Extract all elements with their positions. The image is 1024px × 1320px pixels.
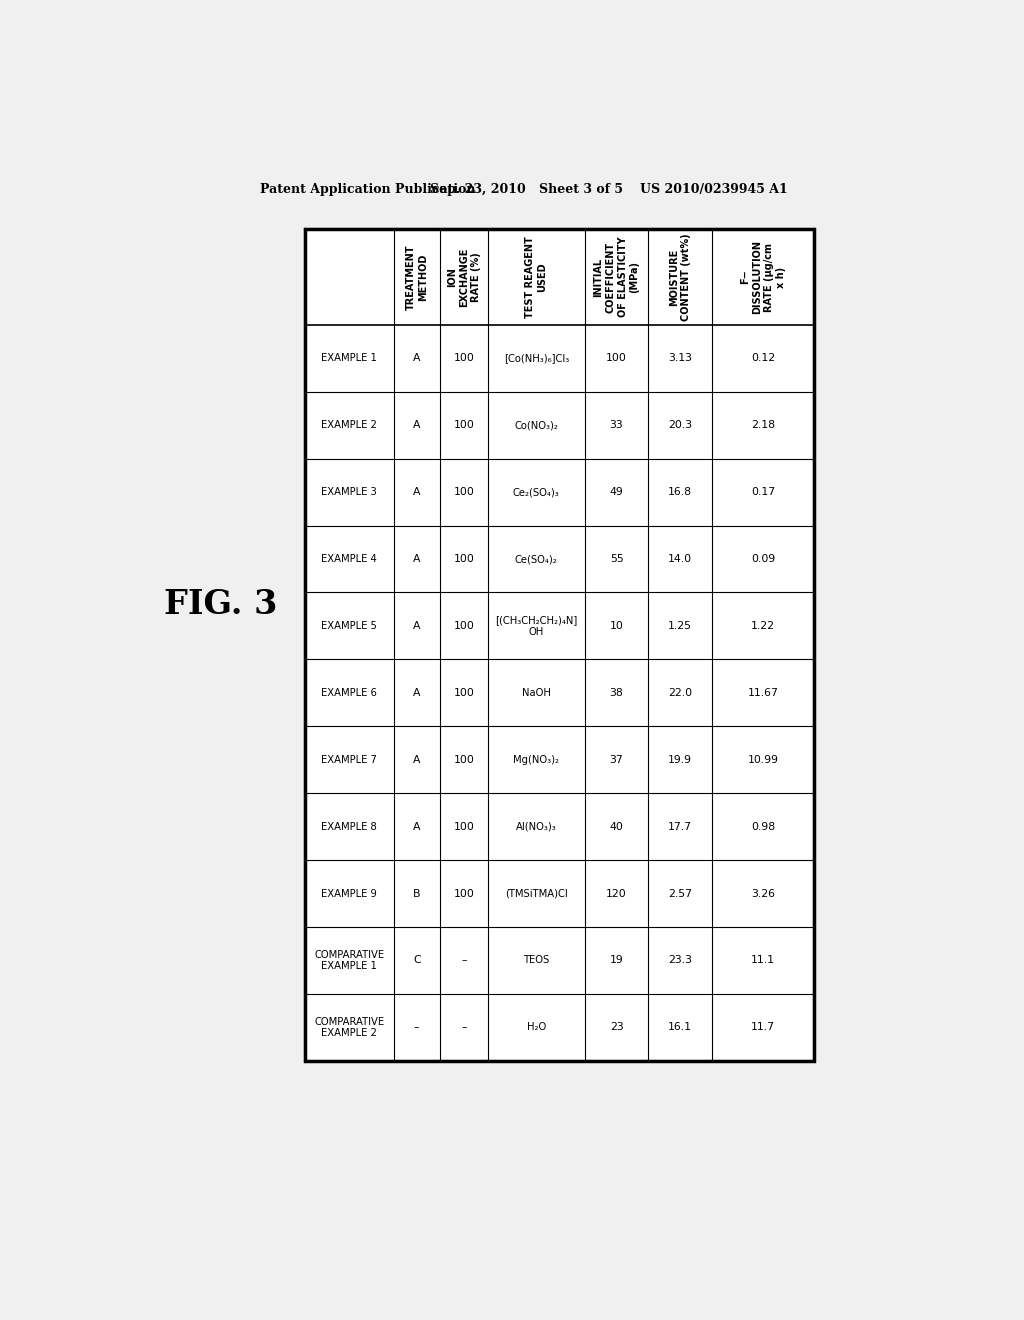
Text: A: A [413, 487, 421, 498]
Text: 33: 33 [609, 420, 624, 430]
Text: 100: 100 [454, 688, 474, 698]
Text: –: – [461, 956, 467, 965]
Text: COMPARATIVE
EXAMPLE 1: COMPARATIVE EXAMPLE 1 [314, 949, 384, 972]
Text: 120: 120 [606, 888, 627, 899]
Text: (TMSiTMA)Cl: (TMSiTMA)Cl [505, 888, 567, 899]
Text: 100: 100 [454, 487, 474, 498]
Text: 10: 10 [609, 620, 624, 631]
Text: EXAMPLE 9: EXAMPLE 9 [322, 888, 377, 899]
Text: 16.1: 16.1 [669, 1023, 692, 1032]
Text: EXAMPLE 3: EXAMPLE 3 [322, 487, 377, 498]
Text: 0.12: 0.12 [751, 354, 775, 363]
Text: A: A [413, 620, 421, 631]
Text: 3.26: 3.26 [751, 888, 775, 899]
Text: F−
DISSOLUTION
RATE (μg/cm
x h): F− DISSOLUTION RATE (μg/cm x h) [740, 240, 786, 314]
Text: 23.3: 23.3 [669, 956, 692, 965]
Text: Al(NO₃)₃: Al(NO₃)₃ [516, 821, 557, 832]
Text: 49: 49 [609, 487, 624, 498]
Text: COMPARATIVE
EXAMPLE 2: COMPARATIVE EXAMPLE 2 [314, 1016, 384, 1039]
Text: EXAMPLE 8: EXAMPLE 8 [322, 821, 377, 832]
Text: A: A [413, 354, 421, 363]
Text: 11.1: 11.1 [751, 956, 775, 965]
Text: 0.09: 0.09 [751, 554, 775, 564]
Text: 100: 100 [606, 354, 627, 363]
Text: 22.0: 22.0 [668, 688, 692, 698]
Text: TREATMENT
METHOD: TREATMENT METHOD [406, 244, 428, 310]
Text: Sheet 3 of 5: Sheet 3 of 5 [539, 183, 623, 197]
Text: EXAMPLE 4: EXAMPLE 4 [322, 554, 377, 564]
Text: 2.18: 2.18 [751, 420, 775, 430]
Text: 0.98: 0.98 [751, 821, 775, 832]
Text: 100: 100 [454, 354, 474, 363]
Text: 0.17: 0.17 [751, 487, 775, 498]
Text: Ce₂(SO₄)₃: Ce₂(SO₄)₃ [513, 487, 560, 498]
Text: –: – [461, 1023, 467, 1032]
Text: 23: 23 [609, 1023, 624, 1032]
Text: 20.3: 20.3 [668, 420, 692, 430]
Text: 11.67: 11.67 [748, 688, 778, 698]
Text: 1.22: 1.22 [751, 620, 775, 631]
Text: 100: 100 [454, 888, 474, 899]
Text: 100: 100 [454, 821, 474, 832]
Text: 55: 55 [609, 554, 624, 564]
Text: ION
EXCHANGE
RATE (%): ION EXCHANGE RATE (%) [446, 247, 481, 306]
Text: B: B [413, 888, 421, 899]
Text: EXAMPLE 2: EXAMPLE 2 [322, 420, 377, 430]
Text: TEST REAGENT
USED: TEST REAGENT USED [525, 236, 548, 318]
Text: [(CH₃CH₂CH₂)₄N]
OH: [(CH₃CH₂CH₂)₄N] OH [496, 615, 578, 636]
Text: 1.25: 1.25 [669, 620, 692, 631]
Text: TEOS: TEOS [523, 956, 550, 965]
Text: A: A [413, 554, 421, 564]
Text: Mg(NO₃)₂: Mg(NO₃)₂ [513, 755, 559, 764]
Text: FIG. 3: FIG. 3 [164, 589, 278, 622]
Text: Ce(SO₄)₂: Ce(SO₄)₂ [515, 554, 558, 564]
Text: US 2010/0239945 A1: US 2010/0239945 A1 [640, 183, 787, 197]
Text: INITIAL
COEFFICIENT
OF ELASTICITY
(MPa): INITIAL COEFFICIENT OF ELASTICITY (MPa) [594, 236, 640, 317]
Text: EXAMPLE 7: EXAMPLE 7 [322, 755, 377, 764]
Text: 100: 100 [454, 554, 474, 564]
Text: Co(NO₃)₂: Co(NO₃)₂ [514, 420, 558, 430]
Text: A: A [413, 420, 421, 430]
Text: C: C [413, 956, 421, 965]
Text: 40: 40 [609, 821, 624, 832]
Text: EXAMPLE 1: EXAMPLE 1 [322, 354, 377, 363]
Text: H₂O: H₂O [526, 1023, 546, 1032]
Text: Sep. 23, 2010: Sep. 23, 2010 [430, 183, 526, 197]
Text: EXAMPLE 6: EXAMPLE 6 [322, 688, 377, 698]
Text: [Co(NH₃)₆]Cl₃: [Co(NH₃)₆]Cl₃ [504, 354, 569, 363]
Bar [305, 230, 814, 1061]
Bar [305, 230, 814, 1061]
Text: MOISTURE
CONTENT (wt%): MOISTURE CONTENT (wt%) [670, 234, 691, 321]
Text: 19: 19 [609, 956, 624, 965]
Text: A: A [413, 688, 421, 698]
Text: 3.13: 3.13 [669, 354, 692, 363]
Text: 100: 100 [454, 755, 474, 764]
Text: 16.8: 16.8 [669, 487, 692, 498]
Text: 17.7: 17.7 [669, 821, 692, 832]
Text: 19.9: 19.9 [669, 755, 692, 764]
Text: 11.7: 11.7 [751, 1023, 775, 1032]
Text: 38: 38 [609, 688, 624, 698]
Text: 37: 37 [609, 755, 624, 764]
Text: 10.99: 10.99 [748, 755, 778, 764]
Text: 2.57: 2.57 [669, 888, 692, 899]
Text: 100: 100 [454, 620, 474, 631]
Text: EXAMPLE 5: EXAMPLE 5 [322, 620, 377, 631]
Text: NaOH: NaOH [522, 688, 551, 698]
Text: 100: 100 [454, 420, 474, 430]
Text: –: – [414, 1023, 420, 1032]
Text: 14.0: 14.0 [668, 554, 692, 564]
Text: Patent Application Publication: Patent Application Publication [260, 183, 475, 197]
Text: A: A [413, 821, 421, 832]
Text: A: A [413, 755, 421, 764]
